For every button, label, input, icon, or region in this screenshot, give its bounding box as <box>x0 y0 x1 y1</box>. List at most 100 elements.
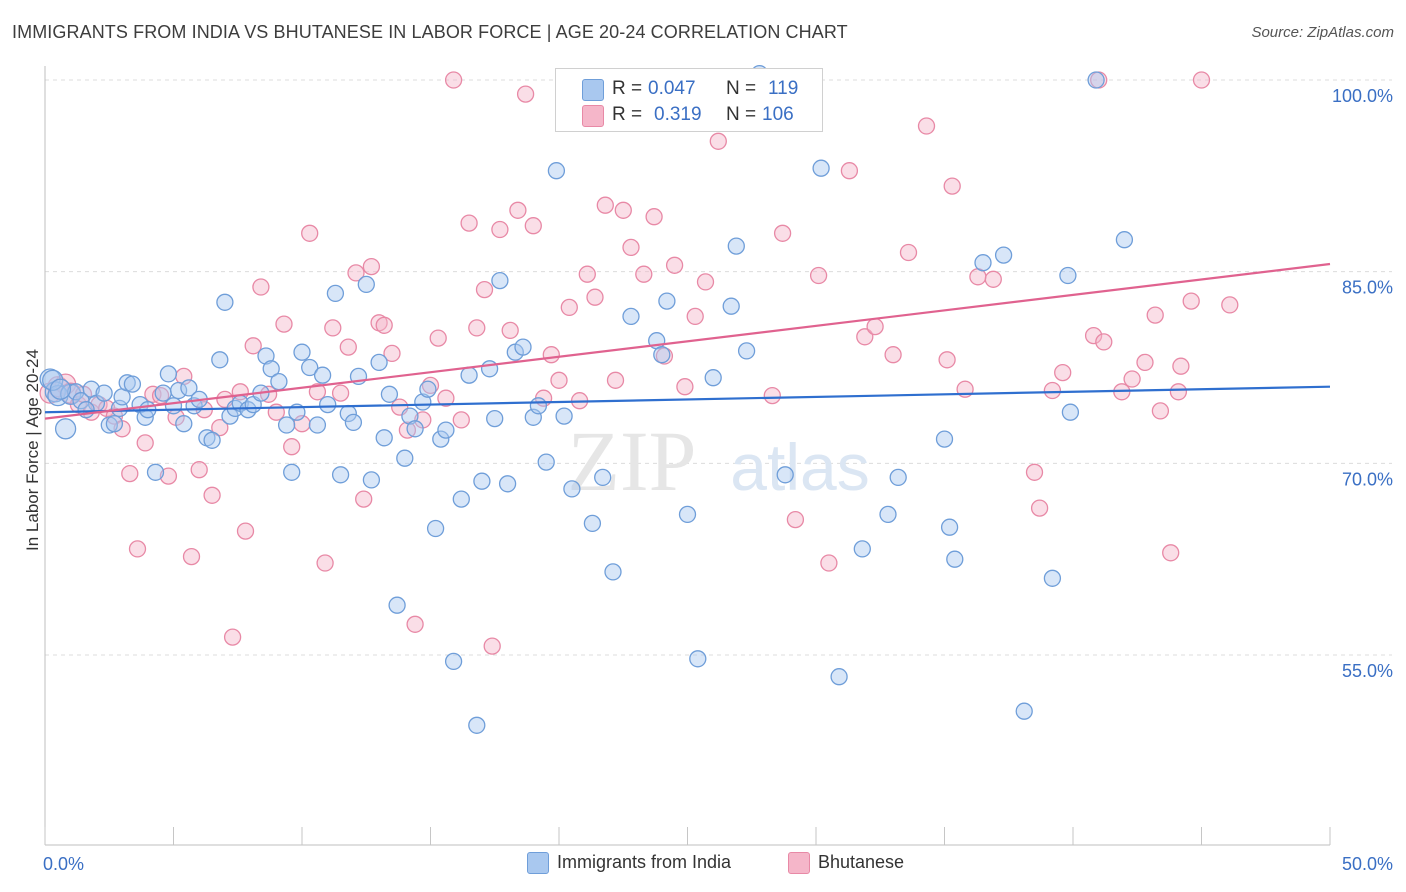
bhutanese-point <box>943 177 961 195</box>
india-point <box>689 650 707 668</box>
bhutanese-points <box>39 71 1239 655</box>
india-point <box>555 407 573 425</box>
bhutanese-point <box>383 344 401 363</box>
legend-bottom-swatch-india <box>527 852 549 874</box>
india-point <box>432 430 450 448</box>
legend-india-r-label: R = <box>612 78 643 99</box>
india-point <box>935 430 954 448</box>
bhutanese-point <box>1043 381 1062 400</box>
india-point <box>563 480 581 498</box>
bhutanese-point <box>509 201 527 219</box>
bhutanese-point <box>444 71 463 89</box>
bhutanese-point <box>709 132 727 150</box>
y-axis-label-box: In Labor Force | Age 20-24 <box>18 300 48 600</box>
bhutanese-point <box>606 371 625 389</box>
bhutanese-point <box>339 338 357 356</box>
india-point <box>1043 569 1062 587</box>
y-tick-labels: 55.0% 70.0% 85.0% 100.0% <box>1332 86 1393 681</box>
india-point <box>331 466 350 484</box>
y-axis-label: In Labor Force | Age 20-24 <box>23 349 42 551</box>
india-point <box>375 429 393 447</box>
india-point <box>283 463 301 481</box>
bhutanese-point <box>1162 544 1180 562</box>
bhutanese-point <box>1151 402 1170 420</box>
watermark: ZIP atlas <box>568 413 870 509</box>
bhutanese-point <box>1221 296 1239 314</box>
india-point <box>326 284 345 303</box>
bhutanese-point <box>1136 353 1154 372</box>
india-point <box>211 351 229 369</box>
bhutanese-point <box>1084 326 1103 345</box>
india-point <box>853 540 871 558</box>
india-point <box>622 307 640 326</box>
bhutanese-point <box>252 278 270 296</box>
x-tick-labels: 0.0% 50.0% <box>43 854 1393 874</box>
india-point <box>604 563 622 581</box>
india-point <box>889 468 907 487</box>
india-point <box>722 297 740 315</box>
bhutanese-point <box>375 316 393 334</box>
india-point <box>486 409 504 428</box>
india-point <box>727 237 745 255</box>
india-point <box>498 475 517 493</box>
x-tick-label: 50.0% <box>1342 854 1393 874</box>
watermark-atlas: atlas <box>730 430 869 504</box>
india-point <box>940 518 959 536</box>
bhutanese-point <box>223 628 242 646</box>
bhutanese-point <box>809 266 828 285</box>
bhutanese-point <box>406 615 424 633</box>
y-tick-label: 100.0% <box>1332 86 1393 106</box>
india-point <box>678 505 697 524</box>
india-point <box>537 453 555 471</box>
gridlines <box>45 79 1392 656</box>
y-tick-label: 85.0% <box>1342 278 1393 298</box>
india-point <box>401 407 419 425</box>
bhutanese-point <box>686 307 704 326</box>
trend-lines <box>44 262 1331 420</box>
watermark-zip: ZIP <box>568 413 697 509</box>
legend-bhutan-n-value: 106 <box>762 104 794 125</box>
india-point <box>406 420 424 438</box>
india-point <box>1015 702 1033 720</box>
bhutanese-point <box>516 85 535 103</box>
chart-title: IMMIGRANTS FROM INDIA VS BHUTANESE IN LA… <box>12 22 848 42</box>
india-point <box>776 466 794 484</box>
india-point <box>704 369 722 387</box>
bhutanese-point <box>866 317 884 336</box>
bhutanese-point <box>331 384 350 402</box>
india-point <box>257 347 275 365</box>
india-point <box>54 418 77 440</box>
bhutanese-trend-line <box>44 262 1331 420</box>
india-point <box>159 365 178 383</box>
india-point <box>460 366 478 384</box>
bhutanese-point <box>301 224 319 242</box>
bhutanese-point <box>182 547 201 566</box>
india-point <box>491 271 509 290</box>
bhutanese-point <box>884 346 902 364</box>
legend-swatch-bhutan <box>582 105 604 127</box>
bhutanese-point <box>190 461 208 479</box>
legend-row-india: R = 0.047 N = 119 <box>556 76 822 102</box>
bhutanese-point <box>460 214 478 232</box>
india-point <box>437 421 455 439</box>
bhutanese-point <box>1025 463 1044 481</box>
india-point <box>830 668 848 686</box>
bhutanese-point <box>676 378 694 396</box>
india-point <box>175 415 193 433</box>
bhutanese-point <box>1182 292 1200 310</box>
bhutanese-point <box>938 351 956 369</box>
bhutanese-point <box>1172 357 1190 375</box>
bhutanese-point <box>211 418 229 437</box>
bhutanese-point <box>1192 71 1211 89</box>
india-point <box>388 596 406 614</box>
india-point <box>270 372 288 391</box>
india-point <box>594 468 612 487</box>
india-point <box>1087 71 1105 89</box>
bhutanese-point <box>524 217 542 235</box>
bhutanese-point <box>483 637 501 655</box>
india-point <box>203 431 221 449</box>
legend-bhutan-n-label: N = <box>726 104 757 125</box>
bhutanese-point <box>437 389 455 407</box>
bhutanese-point <box>283 438 301 456</box>
